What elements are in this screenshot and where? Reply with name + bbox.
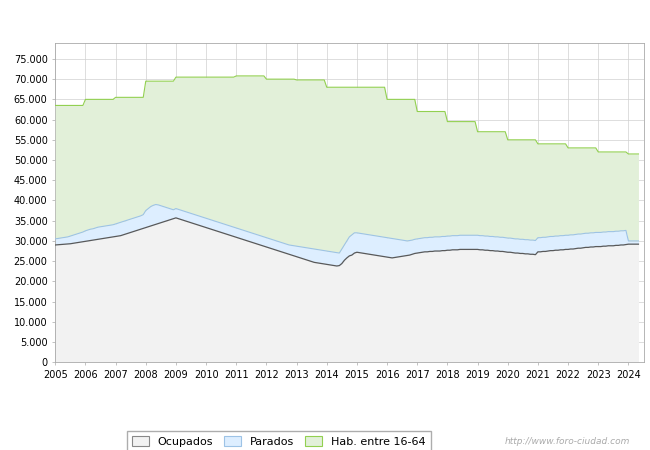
Legend: Ocupados, Parados, Hab. entre 16-64: Ocupados, Parados, Hab. entre 16-64 [127,431,431,450]
Text: http://www.foro-ciudad.com: http://www.foro-ciudad.com [505,436,630,446]
Text: Coslada - Evolucion de la poblacion en edad de Trabajar Mayo de 2024: Coslada - Evolucion de la poblacion en e… [88,12,562,25]
